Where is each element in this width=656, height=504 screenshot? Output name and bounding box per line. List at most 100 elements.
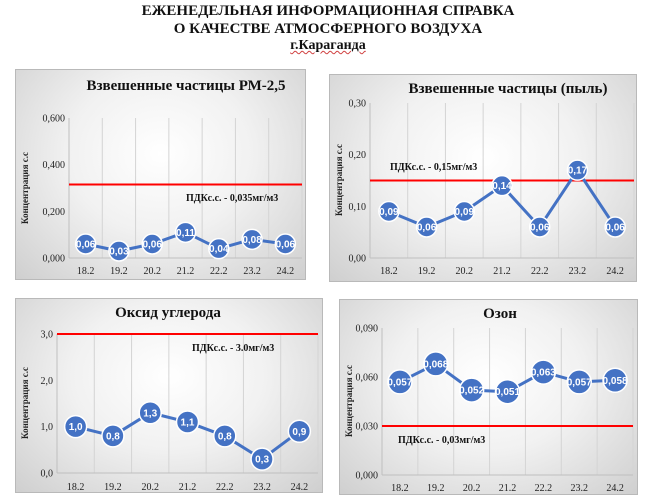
y-tick-label: 0,000 <box>43 254 66 265</box>
data-label: 0,3 <box>255 455 269 466</box>
y-tick-label: 2,0 <box>41 376 54 387</box>
y-tick-label: 0,200 <box>43 207 66 218</box>
x-tick-label: 23.2 <box>570 483 588 494</box>
limit-label: ПДКс.с. - 0,03мг/м3 <box>398 435 485 446</box>
chart-ozone-panel: 0,000 0,030 0,060 0,090 18.2 19.2 20.2 21.2 22.2… <box>339 299 638 495</box>
data-label: 0,068 <box>423 359 448 370</box>
data-label: 0,06 <box>605 223 625 234</box>
chart-dust-panel: 0,00 0,10 0,20 0,30 18.2 19.2 20.2 21.2 22.2 23.2… <box>329 74 637 282</box>
data-point <box>241 228 263 251</box>
x-tick-label: 22.2 <box>210 266 228 277</box>
y-tick-label: 0,000 <box>356 471 379 482</box>
x-tick-label: 20.2 <box>456 266 474 277</box>
data-label: 0,06 <box>417 223 437 234</box>
data-point <box>528 216 551 238</box>
data-label: 0,06 <box>142 240 162 251</box>
data-label: 0,09 <box>379 207 399 218</box>
data-point <box>208 237 230 260</box>
limit-label: ПДКс.с. - 0,15мг/м3 <box>390 162 477 173</box>
chart-ozone: 0,000 0,030 0,060 0,090 18.2 19.2 20.2 21.2 22.2… <box>344 306 634 494</box>
data-point <box>174 221 197 244</box>
data-point <box>602 367 628 394</box>
data-label: 0,8 <box>218 431 232 442</box>
data-label: 0,17 <box>568 166 588 177</box>
x-tick-label: 24.2 <box>606 483 624 494</box>
x-tick-label: 18.2 <box>391 483 409 494</box>
data-label: 0,063 <box>531 368 556 379</box>
x-tick-label: 21.2 <box>177 266 195 277</box>
chart-title: Озон <box>483 306 517 322</box>
chart-co-panel: 0,0 1,0 2,0 3,0 18.2 19.2 20.2 21.2 22.2 23.2 24.2… <box>15 298 323 493</box>
data-point <box>530 359 557 385</box>
data-point <box>566 369 592 395</box>
data-point <box>250 447 274 471</box>
chart-pm25-panel: 0,000 0,200 0,400 0,600 18.2 19.2 20.2 21.2 22.2… <box>15 69 306 280</box>
x-tick-label: 18.2 <box>380 266 398 277</box>
y-axis-label: Концентрация с.с <box>20 152 30 224</box>
y-tick-label: 0,20 <box>349 150 367 161</box>
y-axis-label: Концентрация с.с <box>344 365 354 437</box>
limit-label: ПДКс.с. - 3.0мг/м3 <box>192 343 274 354</box>
x-tick-label: 20.2 <box>143 266 161 277</box>
y-axis-label: Концентрация с.с <box>334 144 344 216</box>
data-point <box>423 351 449 377</box>
data-point <box>138 401 162 425</box>
report-title-line1: ЕЖЕНЕДЕЛЬНАЯ ИНФОРМАЦИОННАЯ СПРАВКА <box>141 3 515 19</box>
y-tick-label: 0,30 <box>349 99 367 110</box>
x-tick-label: 19.2 <box>104 482 122 493</box>
data-label: 1,0 <box>69 422 83 433</box>
y-tick-label: 3,0 <box>41 330 54 341</box>
data-point <box>378 200 400 223</box>
data-point <box>494 378 521 405</box>
x-tick-label: 20.2 <box>463 483 481 494</box>
x-tick-label: 22.2 <box>531 266 549 277</box>
data-point <box>458 377 485 403</box>
data-point <box>74 233 97 255</box>
y-tick-label: 0,400 <box>43 160 66 171</box>
data-label: 0,06 <box>276 240 296 251</box>
chart-co: 0,0 1,0 2,0 3,0 18.2 19.2 20.2 21.2 22.2 23.2 24.2… <box>20 305 319 493</box>
x-tick-label: 19.2 <box>418 266 436 277</box>
data-point <box>287 419 312 444</box>
data-label: 0,052 <box>459 386 484 397</box>
x-tick-label: 23.2 <box>253 482 271 493</box>
x-tick-label: 20.2 <box>141 482 159 493</box>
report-city: г.Караганда <box>290 38 366 53</box>
x-tick-label: 22.2 <box>535 483 553 494</box>
x-tick-label: 21.2 <box>499 483 517 494</box>
x-tick-label: 24.2 <box>291 482 309 493</box>
report-title-line2: О КАЧЕСТВЕ АТМОСФЕРНОГО ВОЗДУХА <box>173 21 483 37</box>
chart-dust: 0,00 0,10 0,20 0,30 18.2 19.2 20.2 21.2 22.2 23.2… <box>334 81 635 277</box>
x-tick-label: 18.2 <box>77 266 95 277</box>
data-label: 0,08 <box>242 235 262 246</box>
x-tick-label: 23.2 <box>243 266 260 277</box>
y-tick-label: 1,0 <box>41 422 54 433</box>
chart-title: Взвешенные частицы РМ-2,5 <box>86 78 285 94</box>
y-tick-label: 0,030 <box>356 422 379 433</box>
chart-title: Взвешенные частицы (пыль) <box>409 81 608 97</box>
x-tick-label: 21.2 <box>493 266 511 277</box>
x-tick-label: 18.2 <box>67 482 85 493</box>
x-tick-label: 24.2 <box>606 266 624 277</box>
y-tick-label: 0,10 <box>349 202 367 213</box>
data-point <box>63 414 88 439</box>
data-point <box>175 410 200 434</box>
data-label: 0,14 <box>492 181 512 192</box>
data-label: 0,11 <box>176 228 195 239</box>
y-tick-label: 0,600 <box>43 114 66 125</box>
x-tick-label: 19.2 <box>427 483 445 494</box>
data-point <box>213 424 237 448</box>
data-point <box>604 216 626 238</box>
data-point <box>101 424 125 448</box>
data-label: 0,057 <box>387 377 412 388</box>
data-label: 0,8 <box>106 431 120 442</box>
data-point <box>141 233 163 255</box>
data-label: 0,057 <box>567 377 592 388</box>
x-tick-label: 19.2 <box>110 266 128 277</box>
chart-pm25: 0,000 0,200 0,400 0,600 18.2 19.2 20.2 21.2 22.2… <box>20 78 303 277</box>
y-tick-label: 0,090 <box>356 324 379 335</box>
y-tick-label: 0,060 <box>356 373 379 384</box>
data-point <box>566 159 589 181</box>
data-label: 1,1 <box>181 418 195 429</box>
data-label: 0,058 <box>603 376 628 387</box>
